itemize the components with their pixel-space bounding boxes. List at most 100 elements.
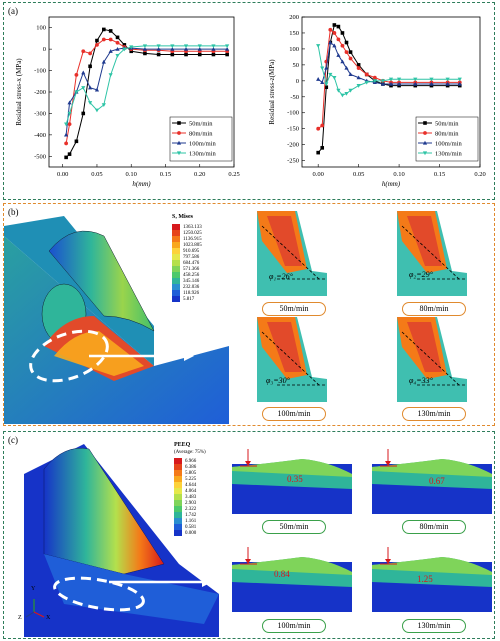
data-point	[316, 150, 320, 155]
legend-swatch	[172, 296, 180, 302]
legend-swatch	[172, 284, 180, 290]
legend-value: 571.366	[183, 266, 200, 272]
peeq-legend-title: PEEQ	[174, 442, 191, 448]
data-point	[320, 66, 325, 71]
depth-c-80: 0.67	[429, 476, 445, 486]
legend-value: 4.064	[185, 488, 197, 494]
data-point	[396, 77, 402, 82]
data-point	[336, 88, 341, 93]
shear-line	[401, 331, 460, 386]
legend-value: 797.586	[183, 254, 200, 260]
mises-zoom-views	[257, 211, 467, 402]
legend-label: 80m/min	[435, 130, 459, 137]
data-point	[328, 40, 333, 45]
legend-value: 1363.133	[183, 224, 202, 230]
legend-marker	[176, 151, 182, 156]
legend-swatch	[172, 236, 180, 242]
data-point	[340, 93, 345, 98]
legend-swatch	[174, 512, 182, 518]
view-core	[407, 322, 442, 372]
legend-swatch	[172, 278, 180, 284]
view-core	[267, 322, 302, 372]
data-point	[101, 103, 106, 108]
data-point	[101, 59, 106, 64]
y-tick-label: -200	[287, 142, 299, 149]
legend-value: 910.695	[183, 248, 200, 254]
data-point	[64, 122, 69, 127]
data-point	[445, 81, 450, 86]
legend-swatch	[174, 488, 182, 494]
x-tick-label: 0.15	[160, 171, 171, 178]
plot-frame	[301, 16, 481, 168]
legend-swatch	[172, 254, 180, 260]
series-line	[65, 47, 228, 135]
residual-stress-charts: 0.00 0.05 0.10 0.15 0.20 0.25-500-400-300-200…	[15, 14, 486, 188]
data-point	[380, 81, 386, 86]
data-point	[88, 101, 93, 105]
x-tick-label: 0.10	[393, 171, 404, 178]
caption-c-80: 80m/min	[402, 520, 466, 534]
legend-value: 458.256	[183, 272, 200, 278]
data-point	[115, 53, 120, 58]
data-point	[108, 73, 113, 78]
data-point	[184, 52, 188, 57]
depth-c-130: 1.25	[417, 574, 433, 584]
x-tick-label: 0.20	[474, 171, 485, 178]
data-point	[143, 51, 147, 56]
legend-swatch	[174, 482, 182, 488]
legend-swatch	[174, 470, 182, 476]
x-tick-label: 0.25	[228, 171, 239, 178]
data-point	[108, 49, 113, 53]
data-point	[122, 43, 127, 47]
legend-swatch	[174, 476, 182, 482]
data-point	[332, 31, 337, 35]
legend-swatch	[172, 248, 180, 254]
data-point	[94, 87, 100, 92]
data-point	[344, 50, 349, 55]
data-point	[344, 65, 349, 70]
mises-view-3	[397, 317, 467, 402]
data-point	[372, 75, 377, 80]
data-point	[328, 72, 333, 77]
legend-swatch	[174, 530, 182, 536]
y-tick-label: 100	[289, 46, 299, 53]
data-point	[413, 81, 418, 86]
data-point	[67, 100, 72, 105]
data-point	[211, 44, 216, 49]
data-point	[320, 80, 325, 85]
series-line	[317, 45, 460, 96]
view-top	[232, 557, 352, 575]
data-point	[328, 27, 333, 32]
legend-value: 1250.025	[183, 230, 202, 236]
legend-swatch	[172, 230, 180, 236]
axis-x-label: X	[46, 615, 51, 621]
data-point	[332, 23, 337, 27]
x-tick-label: 0.00	[57, 171, 68, 178]
caption-b-100: 100m/min	[262, 407, 326, 421]
legend-swatch	[172, 242, 180, 248]
data-point	[348, 50, 353, 54]
data-point	[88, 51, 93, 56]
view-core	[267, 216, 302, 266]
y-tick-label: -400	[34, 132, 46, 139]
caption-b-130: 130m/min	[402, 407, 466, 421]
data-point	[102, 27, 106, 32]
shear-line	[261, 331, 320, 386]
y-tick-label: -300	[34, 110, 46, 117]
view-top	[372, 557, 492, 575]
data-point	[344, 40, 349, 45]
angle-b-50: φ₁=26°	[269, 272, 293, 281]
legend-value: 1023.805	[183, 242, 202, 248]
y-axis-label: Residual stress-x (MPa)	[15, 58, 23, 126]
series-line	[65, 39, 228, 144]
data-point	[197, 46, 202, 51]
data-point	[81, 111, 86, 116]
panel-b: (b) S, Mises 1363.133 1250.025 1136.915 102…	[3, 203, 495, 426]
peeq-view-1	[372, 449, 492, 514]
data-point	[88, 64, 92, 69]
data-point	[170, 52, 175, 57]
data-point	[340, 43, 345, 48]
data-point	[156, 44, 161, 49]
data-point	[67, 122, 72, 127]
panel-a-label: (a)	[8, 6, 18, 16]
